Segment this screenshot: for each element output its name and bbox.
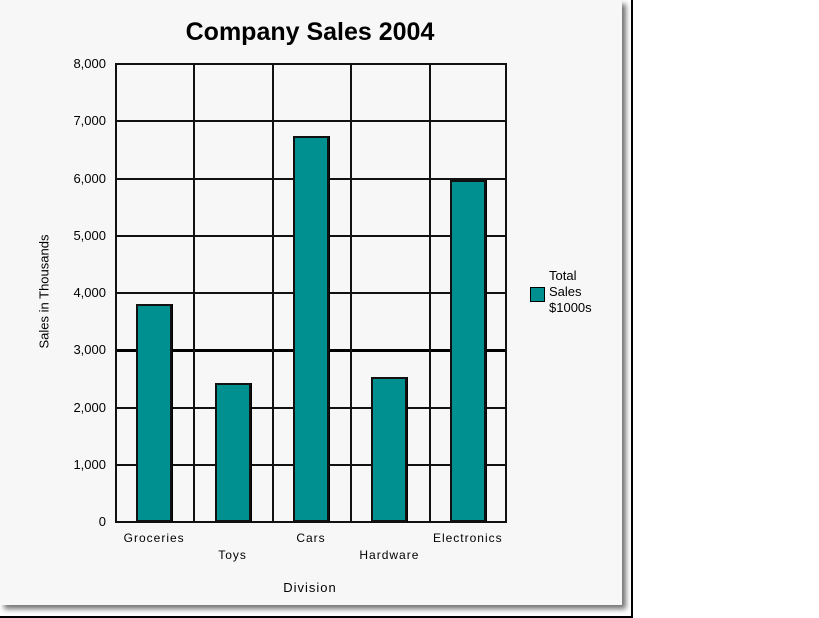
x-tick-label: Toys (218, 548, 247, 562)
frame-edge (631, 0, 633, 618)
y-tick-label: 5,000 (73, 227, 106, 243)
gridline-h (115, 120, 507, 123)
gridline-v (193, 64, 196, 522)
y-axis-label: Sales in Thousands (36, 234, 52, 349)
gridline-h (115, 521, 507, 523)
bar-hardware (371, 377, 408, 522)
gridline-v (350, 64, 353, 522)
bar-groceries (136, 304, 173, 522)
legend-line-1: Total (549, 268, 577, 283)
plot-area (115, 63, 507, 523)
y-tick-label: 0 (98, 514, 106, 529)
y-tick-label: 8,000 (73, 56, 106, 71)
y-tick-label: 2,000 (73, 399, 106, 415)
y-tick-label: 7,000 (73, 113, 106, 129)
chart-title: Company Sales 2004 (185, 18, 435, 46)
x-tick-label: Cars (296, 531, 326, 545)
gridline-v (428, 64, 431, 522)
bar-toys (214, 382, 251, 522)
gridline-v (271, 64, 274, 522)
gridline-v (115, 64, 117, 522)
frame-edge-bottom (0, 616, 633, 618)
x-axis-label: Division (283, 580, 337, 595)
legend-line-2: Sales (549, 284, 582, 299)
x-tick-label: Groceries (123, 531, 185, 545)
legend-swatch (530, 287, 545, 302)
y-tick-label: 6,000 (73, 170, 106, 186)
legend: Total Sales $1000s (528, 268, 592, 316)
x-tick-label: Electronics (432, 531, 503, 545)
y-tick-label: 4,000 (73, 285, 106, 300)
y-tick-label: 1,000 (73, 456, 106, 472)
gridline-h (115, 63, 507, 65)
x-tick-label: Hardware (359, 548, 420, 562)
bar-cars (293, 135, 329, 522)
y-tick-label: 3,000 (73, 342, 106, 358)
gridline-v (505, 64, 507, 522)
legend-line-3: $1000s (549, 300, 592, 315)
bar-electronics (449, 180, 486, 522)
